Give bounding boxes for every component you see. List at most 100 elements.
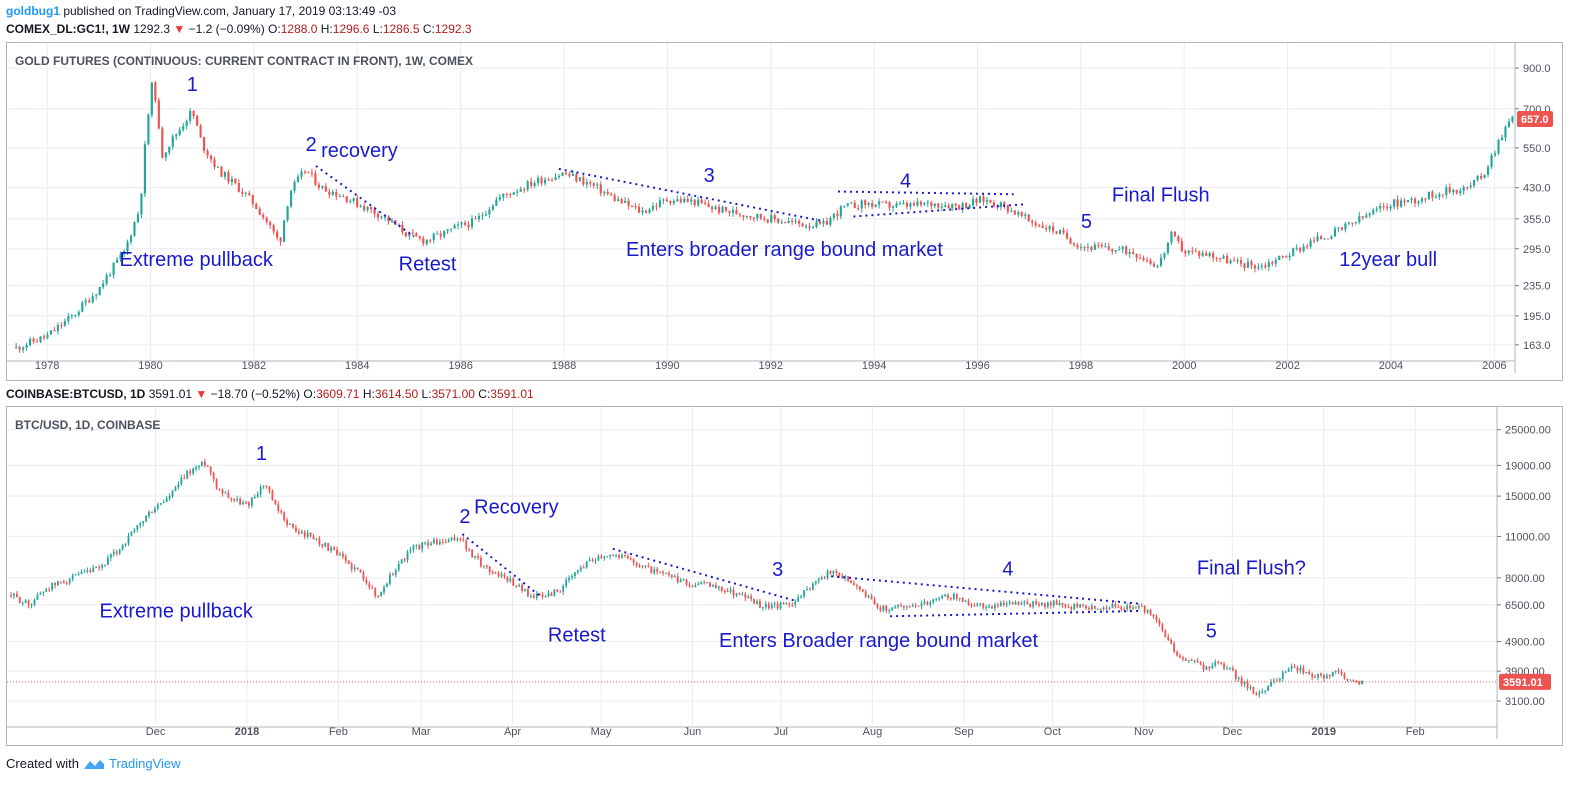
candle-body [720,586,723,591]
candle-body [294,527,297,532]
candle-body [115,551,118,554]
candle-body [917,605,920,607]
candle-body [961,203,964,210]
candle-body [843,205,846,207]
candle-body [274,499,277,504]
candle-body [1361,680,1364,685]
candle-body [1372,210,1375,214]
price-tick-label: 195.0 [1523,311,1551,323]
candle-body [424,542,427,544]
candle-body [1344,223,1347,230]
candle-body [673,576,676,578]
candle-body [561,172,564,176]
candle-body [283,512,286,521]
time-tick-label: 1992 [759,360,783,372]
candle-body [142,521,145,524]
btc-chart-svg[interactable]: 1 2 Recovery Extreme pullback Retest 3 Enters … [7,407,1562,745]
candle-body [1355,680,1358,682]
candle-body [662,199,665,201]
candle-body [438,541,441,545]
candle-body [53,330,56,332]
candle-body [1340,671,1343,674]
btc-chart-panel[interactable]: 1 2 Recovery Extreme pullback Retest 3 Enters … [6,406,1563,746]
candle-body [192,468,195,474]
candle-body [864,591,867,597]
candle-body [1309,240,1312,247]
candle-body [309,532,312,537]
candle-body [435,539,438,545]
candle-body [177,484,180,488]
candle-body [1010,210,1013,212]
candle-body [1358,681,1361,685]
candle-body [512,578,515,586]
candle-body [794,220,797,222]
candle-body [1158,620,1161,625]
candle-body [1319,236,1323,240]
gold-chart-svg[interactable]: 1 2 recovery Extreme pullback Retest 3 Enters … [7,43,1562,380]
candle-body [418,545,421,550]
candle-body [1314,677,1317,679]
candle-body [1292,248,1295,256]
candle-body [105,275,108,284]
candle-body [324,186,327,192]
candle-body [1064,604,1067,607]
candle-body [1305,672,1308,674]
price-tick-label: 295.0 [1523,244,1551,256]
candle-body [1006,204,1009,212]
candle-body [578,177,581,181]
candle-body [303,531,306,537]
candle-body [482,565,485,567]
last-price-label: 3591.01 [1503,677,1543,689]
annotation-label: recovery [321,140,398,162]
candle-body [1061,602,1064,605]
candle-body [237,183,240,192]
candle-body [978,196,982,203]
candle-body [300,531,303,534]
candle-body [297,531,300,534]
candle-body [1199,662,1202,665]
candle-body [683,198,686,203]
candle-body [183,477,186,479]
candle-body [1182,657,1184,659]
candle-body [1002,602,1005,605]
tradingview-brand[interactable]: TradingView [108,756,181,771]
candle-body [366,206,369,211]
time-tick-label: 2002 [1275,360,1299,372]
candle-body [1177,236,1180,242]
candle-body [1493,153,1497,156]
candle-body [1114,250,1117,252]
candle-body [506,576,509,582]
candle-body [656,569,659,572]
trend-line [890,609,1141,618]
candle-body [750,596,753,600]
candle-body [1099,608,1102,610]
candle-body [955,594,958,599]
candle-body [156,504,159,509]
candle-body [1108,607,1111,609]
candle-body [911,605,914,607]
candle-body [620,199,623,203]
candle-body [477,556,479,558]
candle-body [1139,257,1142,259]
candle-body [363,206,366,211]
candle-body [700,582,703,585]
candle-body [1249,687,1252,689]
gold-chart-panel[interactable]: 1 2 recovery Extreme pullback Retest 3 Enters … [6,42,1563,381]
candle-body [272,225,275,232]
candle-body [629,558,632,560]
candle-body [1123,609,1126,611]
candle-body [127,535,130,544]
publisher-name[interactable]: goldbug1 [6,4,60,18]
candle-body [1306,246,1309,248]
candle-body [556,589,559,592]
candle-body [908,606,911,608]
candle-body [763,218,766,220]
candle-body [453,537,456,541]
candle-body [383,216,387,218]
candle-body [1312,240,1316,242]
candle-body [589,182,592,184]
candle-body [491,572,494,574]
candle-body [259,487,262,495]
footer: Created with TradingView [6,756,181,771]
annotation-label: Final Flush? [1197,558,1306,580]
